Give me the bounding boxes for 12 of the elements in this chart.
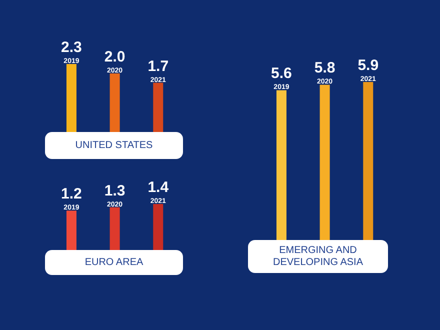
text: EURO AREA — [84, 256, 144, 268]
data-label: 1.7 — [148, 58, 169, 75]
data-label: 5.8 — [314, 60, 336, 77]
text: EMERGING AND DEVELOPING ASIA — [272, 244, 364, 268]
data-label: 2.0 — [104, 48, 126, 66]
data-label: 5.9 — [358, 57, 379, 74]
data-label: 1.4 — [148, 179, 170, 196]
data-label: 5.6 — [271, 65, 292, 82]
data-label: 2.3 — [61, 39, 82, 56]
data-label: 1.2 — [61, 186, 82, 203]
text: UNITED STATES — [75, 140, 153, 152]
data-label: 1.3 — [104, 182, 126, 200]
